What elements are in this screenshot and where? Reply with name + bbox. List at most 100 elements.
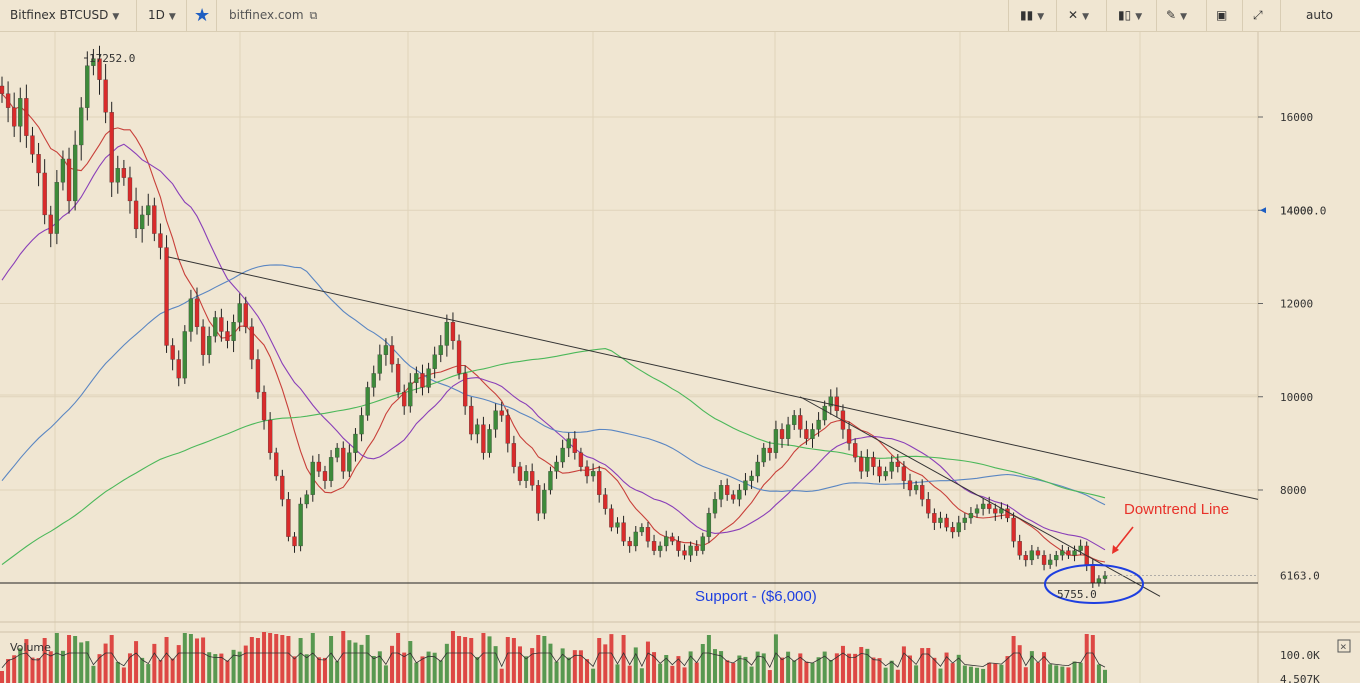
candle-body xyxy=(499,410,504,416)
candle-body xyxy=(97,58,102,80)
volume-pane: Volume × xyxy=(0,631,1351,683)
candle-body xyxy=(66,158,72,202)
volume-bar xyxy=(377,651,382,683)
candle-body xyxy=(12,107,17,127)
candle-body xyxy=(725,485,730,495)
volume-bar xyxy=(566,657,571,683)
volume-bar xyxy=(322,657,327,683)
candle-body xyxy=(243,303,248,327)
candle-body xyxy=(36,154,41,174)
candle-body xyxy=(261,391,267,421)
fullscreen-icon[interactable]: ⤢ xyxy=(1253,8,1263,22)
volume-bar xyxy=(67,635,72,683)
drawing-icon[interactable]: ✎ ▼ xyxy=(1166,8,1187,22)
compare-icon[interactable]: ▮▯ ▼ xyxy=(1118,8,1143,22)
volume-bar xyxy=(1017,645,1022,683)
trendline-long-downtrend xyxy=(167,256,1259,500)
interval-selector[interactable]: 1D ▼ xyxy=(148,0,176,31)
candle-body xyxy=(761,447,766,463)
candle-body xyxy=(554,461,559,472)
candle-body xyxy=(578,452,584,467)
candle-body xyxy=(517,466,523,481)
volume-bar xyxy=(274,634,279,683)
candle-body xyxy=(146,205,151,216)
volume-bar xyxy=(773,634,778,683)
candle-body xyxy=(121,168,127,178)
candle-body xyxy=(194,298,200,327)
volume-bar xyxy=(627,665,632,683)
candle-body xyxy=(274,452,279,477)
volume-bar xyxy=(700,644,705,683)
volume-bar xyxy=(420,656,425,683)
scale-mode[interactable]: auto xyxy=(1306,0,1333,31)
high-price-label: 17252.0 xyxy=(89,52,135,65)
candle-body xyxy=(353,433,358,453)
candle-body xyxy=(469,405,474,435)
candle-body xyxy=(505,415,510,444)
chevron-down-icon: ▼ xyxy=(168,12,176,22)
candle-body xyxy=(859,457,864,472)
volume-bar xyxy=(103,643,108,683)
candle-body xyxy=(834,396,840,411)
volume-bar xyxy=(676,656,681,683)
volume-bar xyxy=(987,662,992,683)
volume-bar xyxy=(85,641,90,683)
ma-red-line xyxy=(1,93,1106,563)
volume-bar xyxy=(968,666,973,683)
support-annotation: Support - ($6,000) xyxy=(695,588,817,605)
volume-bar xyxy=(1096,664,1101,683)
candle-body xyxy=(694,545,699,551)
annotation-arrow xyxy=(1113,526,1134,552)
indicator-icon[interactable]: ✕ ▼ xyxy=(1068,8,1089,22)
volume-bar xyxy=(438,660,443,683)
candle-body xyxy=(950,527,955,533)
favorite-star-icon[interactable]: ★ xyxy=(194,5,211,26)
volume-bar xyxy=(499,668,504,683)
candle-body xyxy=(627,541,632,547)
candle-body xyxy=(822,405,827,421)
volume-bar xyxy=(134,641,139,683)
volume-bar xyxy=(926,648,931,683)
volume-bar xyxy=(152,643,157,683)
candle-body xyxy=(377,354,382,374)
drawn-lines xyxy=(0,256,1259,597)
candle-body xyxy=(267,419,273,453)
price-tick-label: 14000 xyxy=(1280,204,1313,217)
volume-bar xyxy=(487,636,492,683)
candle-body xyxy=(225,331,230,341)
volume-bar xyxy=(359,644,364,683)
volume-bar xyxy=(310,633,315,683)
volume-bar xyxy=(572,650,577,683)
candle-body xyxy=(176,359,181,379)
candle-body xyxy=(164,247,169,346)
candle-body xyxy=(755,461,760,477)
snapshot-icon[interactable]: ▣ xyxy=(1216,8,1228,22)
volume-bar xyxy=(207,652,212,683)
symbol-selector[interactable]: Bitfinex BTCUSD ▼ xyxy=(10,0,119,31)
volume-bar xyxy=(481,633,486,683)
candle-body xyxy=(48,214,53,234)
symbol-label: Bitfinex BTCUSD xyxy=(10,8,109,22)
volume-bar xyxy=(725,660,730,683)
candle-body xyxy=(286,499,291,537)
volume-bar xyxy=(609,634,614,683)
candle-body xyxy=(152,205,157,234)
volume-bar xyxy=(822,651,827,683)
volume-bar xyxy=(999,664,1004,683)
volume-bar xyxy=(219,653,224,683)
volume-bar xyxy=(158,660,163,683)
candle-body xyxy=(140,214,145,230)
volume-bar xyxy=(146,664,151,683)
candle-body xyxy=(24,98,29,136)
candle-body xyxy=(749,475,754,481)
candle-body xyxy=(414,373,419,383)
bar-style-icon[interactable]: ▮▮ ▼ xyxy=(1020,8,1045,22)
site-link[interactable]: bitfinex.com ⧉ xyxy=(229,0,317,31)
candle-body xyxy=(852,443,858,458)
volume-bar xyxy=(615,664,620,683)
candle-body xyxy=(773,429,779,453)
candlesticks xyxy=(0,45,1108,588)
volume-bar xyxy=(658,663,663,683)
candle-body xyxy=(718,485,724,500)
